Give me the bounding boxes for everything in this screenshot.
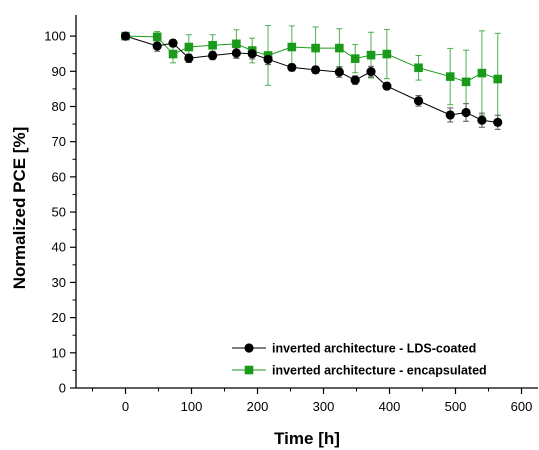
error-bars-layer <box>123 26 501 130</box>
data-point <box>311 44 320 53</box>
x-tick-label: 400 <box>379 399 401 414</box>
y-tick-label: 20 <box>52 310 66 325</box>
data-point <box>351 75 360 84</box>
y-tick-label: 0 <box>59 381 66 396</box>
data-point <box>263 55 272 64</box>
data-point <box>168 39 177 48</box>
axes-layer <box>76 15 538 388</box>
data-point <box>335 67 344 76</box>
data-point <box>208 41 217 50</box>
x-tick-label: 200 <box>247 399 269 414</box>
data-point <box>366 67 375 76</box>
series-line <box>126 36 498 82</box>
data-point <box>153 41 162 50</box>
data-point <box>493 118 502 127</box>
data-point <box>414 63 423 72</box>
legend-label: inverted architecture - LDS-coated <box>272 342 476 356</box>
data-point <box>351 54 360 63</box>
data-point <box>287 63 296 72</box>
data-point <box>288 43 297 52</box>
data-point <box>248 49 257 58</box>
data-point <box>477 116 486 125</box>
y-tick-label: 50 <box>52 205 66 220</box>
x-tick-label: 0 <box>122 399 129 414</box>
data-point <box>311 65 320 74</box>
y-tick-label: 90 <box>52 64 66 79</box>
x-axis-title: Time [h] <box>274 429 340 448</box>
data-point <box>493 75 502 84</box>
data-point <box>478 69 487 78</box>
data-point <box>121 32 130 41</box>
data-point <box>367 51 376 60</box>
data-point <box>462 78 471 87</box>
data-point <box>232 40 241 49</box>
data-point <box>232 48 241 57</box>
data-point <box>185 43 194 52</box>
data-point <box>184 54 193 63</box>
y-tick-label: 60 <box>52 169 66 184</box>
y-tick-label: 100 <box>44 29 66 44</box>
data-point <box>208 51 217 60</box>
legend: inverted architecture - LDS-coated invert… <box>232 342 487 378</box>
y-tick-label: 70 <box>52 134 66 149</box>
x-tick-label: 300 <box>313 399 335 414</box>
data-point <box>414 96 423 105</box>
ticks-layer: 0 100 200 300 400 500 600 0 10 20 30 40 50 60 70 80 90 10… <box>44 29 532 414</box>
legend-label: inverted architecture - encapsulated <box>272 364 487 378</box>
y-tick-label: 80 <box>52 99 66 114</box>
data-point <box>446 72 455 81</box>
legend-marker <box>244 343 253 352</box>
data-point <box>169 50 178 59</box>
y-tick-label: 10 <box>52 345 66 360</box>
x-tick-label: 100 <box>181 399 203 414</box>
data-point <box>461 108 470 117</box>
legend-marker <box>245 366 254 375</box>
x-tick-label: 600 <box>511 399 533 414</box>
data-point <box>153 33 162 42</box>
y-axis-title: Normalized PCE [%] <box>10 127 29 289</box>
data-point <box>446 110 455 119</box>
data-point <box>383 50 392 59</box>
y-tick-label: 40 <box>52 240 66 255</box>
data-point <box>382 81 391 90</box>
data-point <box>335 44 344 53</box>
x-tick-label: 500 <box>445 399 467 414</box>
y-tick-label: 30 <box>52 275 66 290</box>
